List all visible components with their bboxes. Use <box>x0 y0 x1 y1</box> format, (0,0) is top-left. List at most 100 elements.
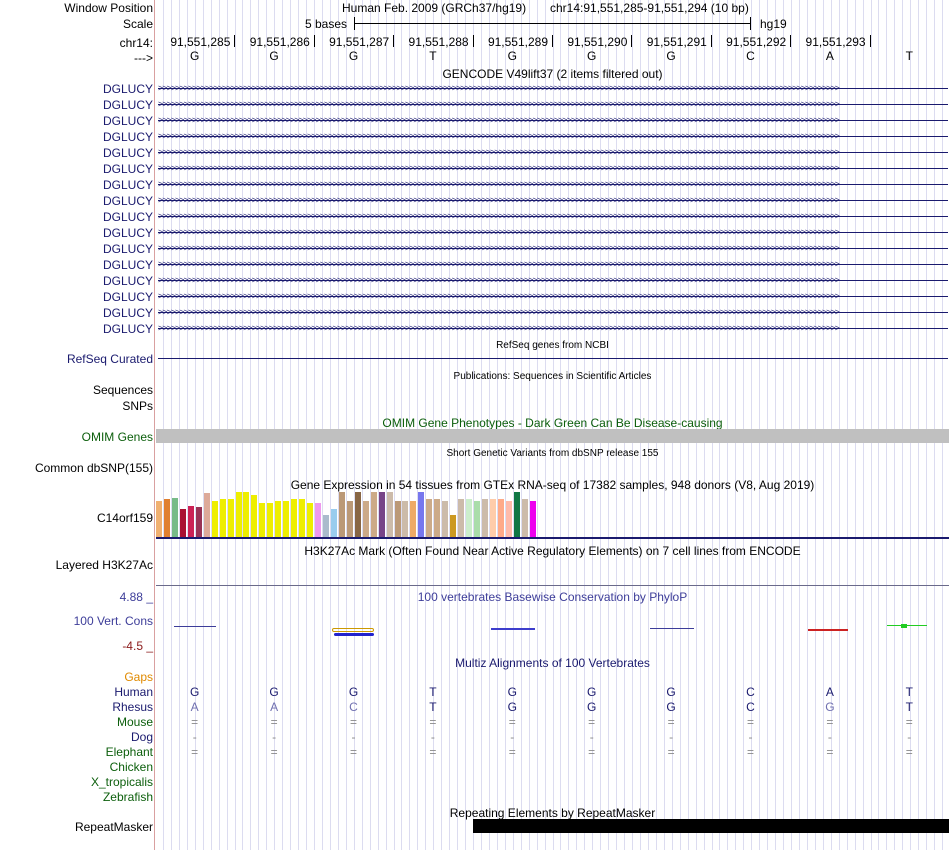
gtex-tissue-bar[interactable] <box>354 492 361 537</box>
gtex-tissue-bar[interactable] <box>179 509 186 537</box>
refseq-title[interactable]: RefSeq genes from NCBI <box>496 340 609 351</box>
publications-sequences-label[interactable]: Sequences <box>92 383 153 397</box>
position-tick-label[interactable]: 91,551,290 <box>567 35 628 49</box>
gtex-tissue-bar[interactable] <box>481 499 488 537</box>
gtex-tissue-bar[interactable] <box>203 493 210 537</box>
gtex-tissue-bar[interactable] <box>402 501 409 537</box>
gtex-tissue-bar[interactable] <box>370 492 377 537</box>
gtex-tissue-bar[interactable] <box>259 503 266 537</box>
gene-label-dglucy[interactable]: DGLUCY <box>102 82 153 96</box>
species-label-chicken[interactable]: Chicken <box>109 760 153 774</box>
gene-label-dglucy[interactable]: DGLUCY <box>102 130 153 144</box>
gene-label-dglucy[interactable]: DGLUCY <box>102 242 153 256</box>
h3k27ac-title[interactable]: H3K27Ac Mark (Often Found Near Active Re… <box>304 544 801 558</box>
gtex-tissue-bar[interactable] <box>410 501 417 537</box>
gene-label-dglucy[interactable]: DGLUCY <box>102 290 153 304</box>
transcript-line[interactable] <box>158 168 948 169</box>
gene-label-dglucy[interactable]: DGLUCY <box>102 210 153 224</box>
gtex-tissue-bar[interactable] <box>386 492 393 537</box>
gtex-tissue-bar[interactable] <box>187 506 194 537</box>
gene-label-dglucy[interactable]: DGLUCY <box>102 162 153 176</box>
gtex-tissue-bar[interactable] <box>243 492 250 537</box>
gtex-label[interactable]: C14orf159 <box>96 511 153 525</box>
publications-title[interactable]: Publications: Sequences in Scientific Ar… <box>453 371 652 382</box>
gene-label-dglucy[interactable]: DGLUCY <box>102 194 153 208</box>
transcript-line[interactable] <box>158 216 948 217</box>
position-tick-label[interactable]: 91,551,291 <box>646 35 707 49</box>
gtex-tissue-bar[interactable] <box>211 501 218 537</box>
gtex-tissue-bar[interactable] <box>442 501 449 537</box>
gene-label-dglucy[interactable]: DGLUCY <box>102 274 153 288</box>
gtex-tissue-bar[interactable] <box>227 499 234 537</box>
gtex-tissue-bar[interactable] <box>378 492 385 537</box>
gene-label-dglucy[interactable]: DGLUCY <box>102 322 153 336</box>
gtex-tissue-bar[interactable] <box>394 501 401 537</box>
position-tick-label[interactable]: 91,551,288 <box>408 35 469 49</box>
species-label-gaps[interactable]: Gaps <box>124 670 153 684</box>
transcript-line[interactable] <box>158 264 948 265</box>
gtex-tissue-bar[interactable] <box>529 501 536 537</box>
transcript-line[interactable] <box>158 104 948 105</box>
gtex-tissue-bar[interactable] <box>505 501 512 537</box>
dbsnp-label[interactable]: Common dbSNP(155) <box>34 461 153 475</box>
gtex-tissue-bar[interactable] <box>330 509 337 537</box>
dbsnp-title[interactable]: Short Genetic Variants from dbSNP releas… <box>446 448 659 459</box>
transcript-line[interactable] <box>158 280 948 281</box>
gtex-tissue-bar[interactable] <box>219 499 226 537</box>
gtex-tissue-bar[interactable] <box>195 507 202 537</box>
gtex-tissue-bar[interactable] <box>163 499 170 537</box>
gtex-tissue-bar[interactable] <box>171 498 178 537</box>
position-text[interactable]: chr14:91,551,285-91,551,294 (10 bp) <box>550 1 749 15</box>
gtex-tissue-bar[interactable] <box>426 499 433 537</box>
gene-label-dglucy[interactable]: DGLUCY <box>102 306 153 320</box>
species-label-dog[interactable]: Dog <box>130 730 153 744</box>
refseq-label[interactable]: RefSeq Curated <box>66 352 153 366</box>
phylop-title[interactable]: 100 vertebrates Basewise Conservation by… <box>417 590 688 604</box>
gene-label-dglucy[interactable]: DGLUCY <box>102 226 153 240</box>
gene-label-dglucy[interactable]: DGLUCY <box>102 178 153 192</box>
gtex-tissue-bar[interactable] <box>362 501 369 537</box>
gtex-tissue-bar[interactable] <box>283 501 290 537</box>
gtex-tissue-bar[interactable] <box>267 503 274 537</box>
transcript-line[interactable] <box>158 184 948 185</box>
gtex-tissue-bar[interactable] <box>338 492 345 537</box>
gene-label-dglucy[interactable]: DGLUCY <box>102 146 153 160</box>
transcript-line[interactable] <box>158 152 948 153</box>
gtex-tissue-bar[interactable] <box>521 499 528 537</box>
transcript-line[interactable] <box>158 296 948 297</box>
refseq-line[interactable] <box>158 358 948 359</box>
gene-label-dglucy[interactable]: DGLUCY <box>102 258 153 272</box>
position-tick-label[interactable]: 91,551,286 <box>249 35 310 49</box>
publications-snps-label[interactable]: SNPs <box>122 399 153 413</box>
gtex-tissue-bar[interactable] <box>291 499 298 537</box>
gtex-tissue-bar[interactable] <box>513 492 520 537</box>
transcript-line[interactable] <box>158 200 948 201</box>
gene-label-dglucy[interactable]: DGLUCY <box>102 114 153 128</box>
species-label-human[interactable]: Human <box>114 685 153 699</box>
transcript-line[interactable] <box>158 312 948 313</box>
gtex-tissue-bar[interactable] <box>489 499 496 537</box>
gencode-title[interactable]: GENCODE V49lift37 (2 items filtered out) <box>442 67 663 81</box>
gene-label-dglucy[interactable]: DGLUCY <box>102 98 153 112</box>
omim-gene-bar[interactable] <box>156 429 949 443</box>
position-tick-label[interactable]: 91,551,289 <box>487 35 548 49</box>
gtex-tissue-bar[interactable] <box>458 499 465 537</box>
species-label-elephant[interactable]: Elephant <box>105 745 153 759</box>
gtex-tissue-bar[interactable] <box>474 501 480 537</box>
transcript-line[interactable] <box>158 136 948 137</box>
gtex-tissue-bar[interactable] <box>450 515 457 537</box>
h3k27ac-label[interactable]: Layered H3K27Ac <box>55 558 153 572</box>
omim-label[interactable]: OMIM Genes <box>81 430 153 444</box>
position-tick-label[interactable]: 91,551,287 <box>329 35 390 49</box>
gtex-tissue-bar[interactable] <box>307 503 314 537</box>
position-tick-label[interactable]: 91,551,285 <box>170 35 231 49</box>
repeatmasker-label[interactable]: RepeatMasker <box>74 820 153 834</box>
species-label-zebrafish[interactable]: Zebrafish <box>102 790 153 804</box>
transcript-line[interactable] <box>158 120 948 121</box>
gtex-tissue-bar[interactable] <box>275 501 282 537</box>
gtex-tissue-bar[interactable] <box>156 501 162 537</box>
gtex-tissue-bar[interactable] <box>235 492 242 537</box>
gtex-tissue-bar[interactable] <box>434 499 441 537</box>
gtex-tissue-bar[interactable] <box>466 499 473 537</box>
transcript-line[interactable] <box>158 88 948 89</box>
